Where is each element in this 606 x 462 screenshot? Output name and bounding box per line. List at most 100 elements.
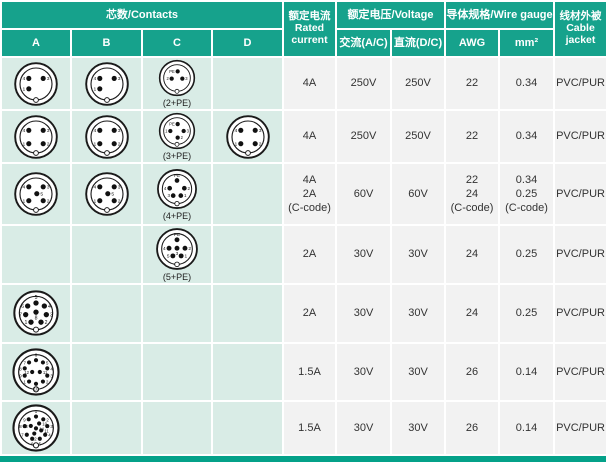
cable-jacket-value: PVC/PUR xyxy=(553,399,606,456)
awg-value: 22 xyxy=(444,109,501,164)
svg-text:11: 11 xyxy=(44,428,49,433)
svg-text:4: 4 xyxy=(23,185,26,191)
connector-diagram: 4 3 1 xyxy=(3,60,69,108)
header-col-d: D xyxy=(211,28,284,58)
dc-voltage-value: 30V xyxy=(389,341,447,402)
contact-c-cell xyxy=(141,341,213,402)
mm2-value: 0.34 xyxy=(498,56,556,111)
contact-b-cell xyxy=(70,224,143,285)
contact-c-cell: PE 1 3 2 (3+PE) xyxy=(141,109,213,164)
cable-jacket-value: PVC/PUR xyxy=(553,341,606,402)
svg-text:8: 8 xyxy=(35,316,38,322)
ac-voltage-value: 30V xyxy=(335,224,392,285)
header-contacts: 芯数/Contacts xyxy=(0,0,284,30)
header-cable-jacket: 线材外被 Cable jacket xyxy=(553,0,606,58)
svg-text:1: 1 xyxy=(24,379,27,384)
cable-jacket-value: PVC/PUR xyxy=(553,162,606,226)
svg-text:3: 3 xyxy=(50,424,53,429)
svg-text:2: 2 xyxy=(258,141,261,147)
svg-text:2: 2 xyxy=(188,185,191,190)
connector-caption: (4+PE) xyxy=(162,210,192,221)
svg-text:4: 4 xyxy=(234,128,237,134)
svg-text:12: 12 xyxy=(32,436,37,441)
mm2-value: 0.25 xyxy=(498,282,556,344)
dc-voltage-value: 30V xyxy=(389,224,447,285)
header-col-b: B xyxy=(70,28,143,58)
svg-text:4: 4 xyxy=(93,76,96,82)
svg-text:2: 2 xyxy=(117,198,120,204)
connector-diagram: PE 1 3 2 (3+PE) xyxy=(144,112,210,162)
svg-text:3: 3 xyxy=(47,128,50,134)
connector-caption: (3+PE) xyxy=(162,151,192,162)
header-ac-voltage: 交流(A/C) xyxy=(335,28,392,58)
svg-text:3: 3 xyxy=(50,373,53,378)
connector-diagram: PE 2 3 (2+PE) xyxy=(144,59,210,109)
awg-value: 22 xyxy=(444,56,501,111)
svg-text:1: 1 xyxy=(184,193,187,198)
connector-caption: (2+PE) xyxy=(162,98,192,109)
svg-text:4: 4 xyxy=(93,128,96,134)
svg-text:6: 6 xyxy=(35,352,38,357)
contact-b-cell: 4 3 1 2 xyxy=(70,109,143,164)
svg-text:4: 4 xyxy=(48,433,51,438)
contact-d-cell xyxy=(211,399,284,456)
svg-text:1: 1 xyxy=(93,86,96,92)
svg-text:13: 13 xyxy=(23,424,28,429)
dc-voltage-value: 30V xyxy=(389,282,447,344)
mm2-value: 0.14 xyxy=(498,341,556,402)
header-voltage: 额定电压/Voltage xyxy=(334,0,447,30)
svg-text:2: 2 xyxy=(45,320,48,326)
dc-voltage-value: 250V xyxy=(389,56,447,111)
svg-text:PE: PE xyxy=(174,232,180,238)
svg-text:1: 1 xyxy=(185,254,188,260)
svg-text:6: 6 xyxy=(31,441,34,446)
svg-text:2: 2 xyxy=(117,141,120,147)
connector-diagram: 6 5 4 3 2 10 1 9 8 7 12 11 xyxy=(3,346,69,398)
svg-text:4: 4 xyxy=(93,185,96,191)
svg-text:1: 1 xyxy=(165,129,168,134)
header-row-1: 芯数/Contacts 额定电流 Rated current 额定电压/Volt… xyxy=(0,0,606,58)
ac-voltage-value: 30V xyxy=(335,282,392,344)
contact-d-cell xyxy=(211,282,284,344)
contact-a-cell: 4 3 1 2 xyxy=(0,109,72,164)
svg-text:9: 9 xyxy=(19,373,22,378)
svg-text:5: 5 xyxy=(39,441,42,446)
svg-text:10: 10 xyxy=(34,387,39,392)
mm2-value: 0.25 xyxy=(498,224,556,285)
rated-current-value: 4A xyxy=(282,56,337,111)
mm2-value: 0.14 xyxy=(498,399,556,456)
svg-text:1: 1 xyxy=(234,141,237,147)
table-row: 6 5 4 3 2 10 1 9 8 7 12 11 1.5A 30V 30V 26 0.14 PVC… xyxy=(0,341,606,402)
svg-text:1: 1 xyxy=(23,86,26,92)
contact-a-cell: 6 5 4 7 8 3 1 2 xyxy=(0,282,72,344)
header-col-a: A xyxy=(0,28,72,58)
cable-jacket-value: PVC/PUR xyxy=(553,282,606,344)
svg-text:3: 3 xyxy=(176,251,179,257)
awg-value: 24 xyxy=(444,224,501,285)
ac-voltage-value: 30V xyxy=(335,399,392,456)
svg-text:3: 3 xyxy=(50,313,53,319)
table-row: PE 4 3 2 5 1 (5+PE) 2A 30V 30V 24 0.25 PVC/PUR xyxy=(0,224,606,285)
header-awg: AWG xyxy=(444,28,501,58)
ac-voltage-value: 250V xyxy=(335,109,392,164)
header-row-2: A B C D 交流(A/C) 直流(D/C) AWG mm² xyxy=(0,28,606,58)
rated-current-value: 1.5A xyxy=(282,399,337,456)
awg-value: 22 24 (C-code) xyxy=(444,162,501,226)
svg-text:2: 2 xyxy=(47,198,50,204)
awg-value: 26 xyxy=(444,341,501,402)
svg-text:4: 4 xyxy=(23,76,26,82)
connector-diagram: 4 3 1 2 xyxy=(3,113,69,161)
rated-current-value: 1.5A xyxy=(282,341,337,402)
svg-text:4: 4 xyxy=(23,128,26,134)
contact-c-cell: PE 2 3 (2+PE) xyxy=(141,56,213,111)
svg-text:11: 11 xyxy=(43,370,48,375)
svg-text:9: 9 xyxy=(23,417,26,422)
svg-text:PE: PE xyxy=(169,69,175,74)
